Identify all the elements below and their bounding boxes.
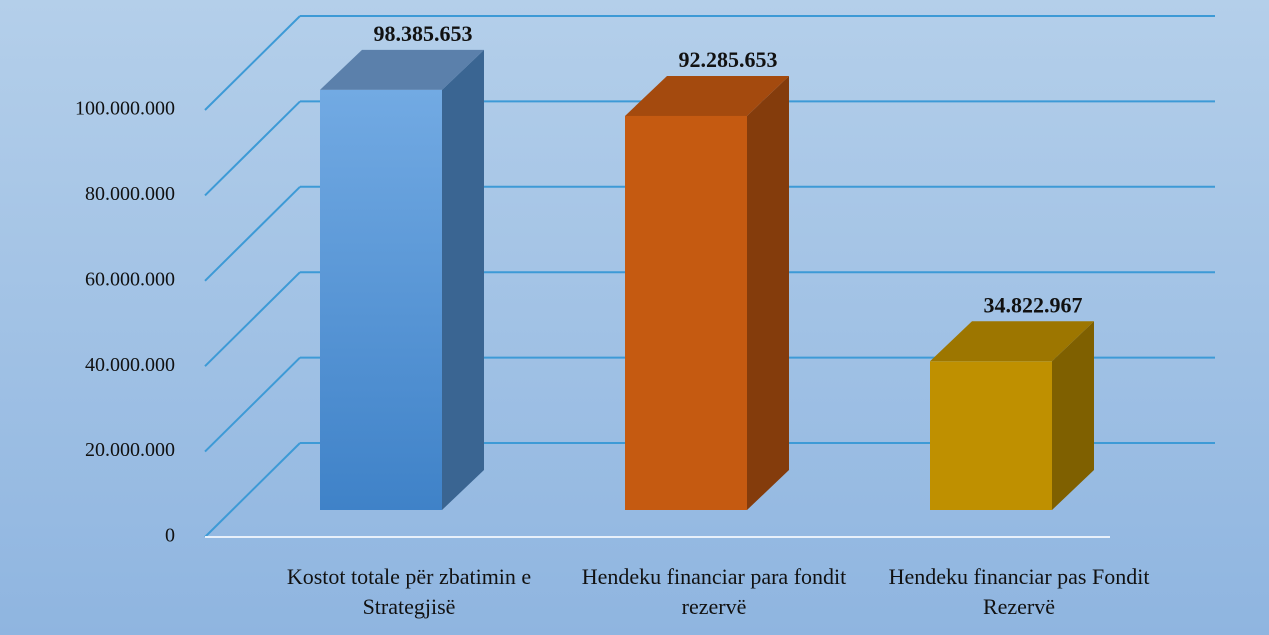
y-tick-label: 60.000.000 xyxy=(85,268,175,290)
value-label: 98.385.653 xyxy=(374,21,473,46)
y-tick-label: 100.000.000 xyxy=(75,98,175,120)
bar xyxy=(930,361,1052,510)
y-tick-label: 0 xyxy=(165,525,175,547)
x-tick-label: Kostot totale për zbatimin e Strategjisë xyxy=(286,564,532,619)
bar-side xyxy=(442,49,484,511)
y-tick-label: 20.000.000 xyxy=(85,439,175,461)
grid-line xyxy=(204,356,301,453)
grid-line xyxy=(204,442,301,538)
bar-top xyxy=(625,75,789,116)
value-label: 34.822.967 xyxy=(984,292,1083,317)
grid-line xyxy=(204,186,301,282)
grid-line xyxy=(204,100,301,197)
bar xyxy=(625,115,747,511)
y-tick-label: 40.000.000 xyxy=(85,354,175,376)
bar-top xyxy=(320,49,484,90)
bar-side xyxy=(1052,321,1094,510)
bar-top xyxy=(930,321,1094,362)
x-tick-label: Hendeku financiar pas Fondit Rezervë xyxy=(888,564,1150,619)
y-tick-label: 80.000.000 xyxy=(85,183,175,205)
bar-side xyxy=(747,75,789,511)
bar xyxy=(320,89,442,511)
grid-line xyxy=(204,271,301,367)
value-label: 92.285.653 xyxy=(679,47,778,72)
grid-line xyxy=(204,15,301,111)
x-tick-label: Hendeku financiar para fondit rezervë xyxy=(581,564,847,619)
